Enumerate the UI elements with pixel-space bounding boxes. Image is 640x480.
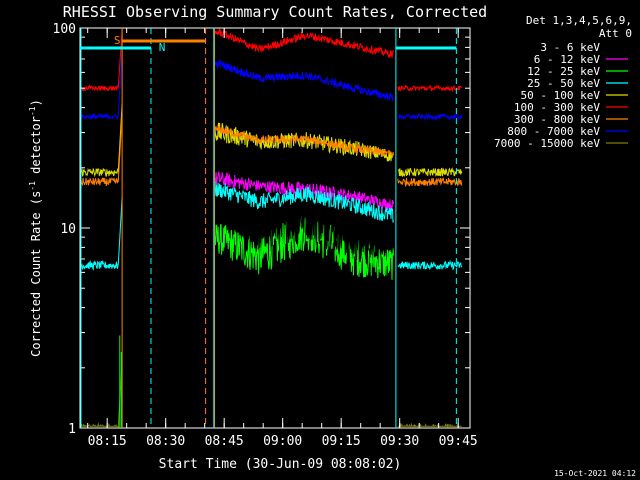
legend-header-attenuator: Att 0 <box>599 27 632 40</box>
y-axis-label-sup2: -1 <box>28 106 37 116</box>
flag-bar <box>122 39 206 43</box>
series-line-rise <box>117 196 123 266</box>
y-axis-label: Corrected Count Rate (s-1 detector-1) <box>28 99 43 357</box>
chart-title: RHESSI Observing Summary Count Rates, Co… <box>63 3 487 21</box>
footer-timestamp: 15-Oct-2021 04:12 <box>554 469 636 478</box>
legend-label: 50 - 100 keV <box>521 89 601 102</box>
series-line-main <box>214 182 394 223</box>
y-axis-label-mid: detector <box>29 116 43 181</box>
series-line-main <box>214 27 394 58</box>
legend-label: 300 - 800 keV <box>514 113 600 126</box>
x-tick-label: 08:15 <box>88 434 127 449</box>
series-3-6-kev <box>214 182 394 260</box>
y-tick-label: 10 <box>60 222 76 237</box>
series-line-post <box>397 167 463 178</box>
series-line-post <box>397 177 463 188</box>
y-axis-label-main: Corrected Count Rate (s <box>29 191 43 357</box>
series-line-post <box>397 259 463 271</box>
series-line-main <box>214 58 394 101</box>
series-line-main <box>214 122 394 162</box>
x-tick-labels: 08:15 08:30 08:45 09:00 09:15 09:30 09:45 <box>88 434 478 449</box>
x-tick-label: 08:30 <box>146 434 185 449</box>
legend-header-detectors: Det 1,3,4,5,6,9, <box>526 14 632 27</box>
series-100-300-kev <box>79 27 462 93</box>
series-line-rise <box>117 29 123 89</box>
x-tick-label: 09:45 <box>439 434 478 449</box>
series-12-25-kev <box>214 216 394 280</box>
series-line-post <box>397 112 463 122</box>
legend-label: 100 - 300 keV <box>514 101 600 114</box>
x-tick-label: 09:00 <box>263 434 302 449</box>
axes <box>79 27 471 429</box>
flag-bar <box>395 46 457 50</box>
legend-label: 3 - 6 keV <box>540 41 600 54</box>
y-axis-label-sup1: -1 <box>28 181 37 191</box>
series-7000-15000-kev <box>80 359 462 429</box>
series-line-pre <box>79 177 119 187</box>
y-tick-label: 1 <box>68 422 76 437</box>
x-axis-label: Start Time (30-Jun-09 08:08:02) <box>159 457 402 472</box>
series-line-main <box>214 216 394 280</box>
legend-label: 7000 - 15000 keV <box>494 137 600 150</box>
annotations: SN <box>80 28 457 428</box>
legend-label: 6 - 12 keV <box>534 53 601 66</box>
y-tick-label: 100 <box>53 22 76 37</box>
legend-label: 800 - 7000 keV <box>507 125 600 138</box>
series-line-pre <box>80 422 118 428</box>
series-300-800-kev <box>79 113 463 188</box>
x-tick-label: 08:45 <box>205 434 244 449</box>
series-line-pre <box>79 112 119 121</box>
legend-label: 12 - 25 keV <box>527 65 600 78</box>
series-line-pre <box>79 167 119 178</box>
series-line-rise <box>117 103 123 173</box>
series-800-7000-kev <box>79 48 463 122</box>
series-line-pre <box>79 84 119 92</box>
y-tick-labels: 1 10 100 <box>53 22 76 437</box>
series-line-rise <box>117 48 123 117</box>
night-flag-label: N <box>159 41 166 54</box>
y-axis-label-end: ) <box>29 99 43 106</box>
x-tick-label: 09:30 <box>380 434 419 449</box>
series-line-post <box>397 84 462 93</box>
series-line-post <box>397 422 462 429</box>
series-line-rise <box>117 113 123 182</box>
flag-bar <box>80 46 151 50</box>
saa-flag-label: S <box>114 34 121 47</box>
series-line-main <box>214 125 394 159</box>
plot-area <box>79 27 463 429</box>
x-tick-label: 09:15 <box>322 434 361 449</box>
legend-label: 25 - 50 keV <box>527 77 600 90</box>
series-line-pre <box>79 259 119 271</box>
series-25-50-kev <box>79 182 463 271</box>
series-line-main <box>214 182 394 260</box>
